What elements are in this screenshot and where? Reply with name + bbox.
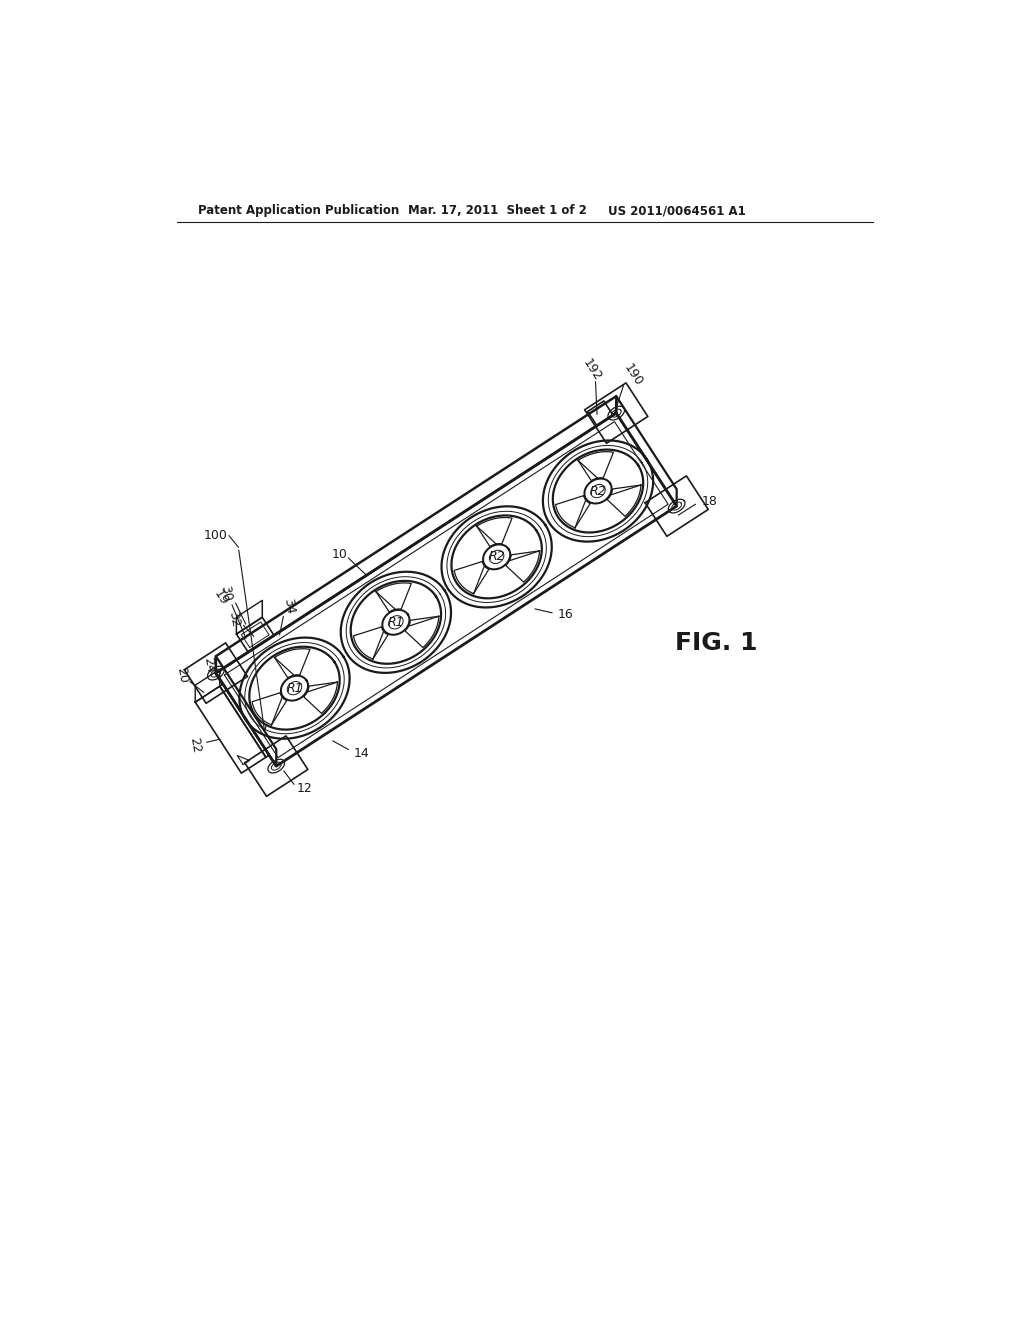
Text: 192: 192 xyxy=(580,356,603,384)
Text: R1: R1 xyxy=(286,681,303,694)
Text: 18: 18 xyxy=(701,495,717,508)
Text: R1: R1 xyxy=(387,616,404,628)
Text: 100: 100 xyxy=(204,529,227,543)
Text: 10: 10 xyxy=(332,548,347,561)
Text: 20: 20 xyxy=(174,667,190,685)
Text: 16: 16 xyxy=(558,607,573,620)
Text: 190: 190 xyxy=(621,362,645,388)
Text: 32: 32 xyxy=(226,610,242,628)
Text: R2: R2 xyxy=(488,550,505,564)
Text: 30: 30 xyxy=(218,585,233,602)
Text: 34: 34 xyxy=(281,598,297,615)
Text: 22: 22 xyxy=(187,737,203,754)
Text: 19: 19 xyxy=(211,587,230,607)
Text: US 2011/0064561 A1: US 2011/0064561 A1 xyxy=(608,205,745,218)
Text: 24: 24 xyxy=(202,656,217,675)
Text: 14: 14 xyxy=(353,747,370,760)
Text: FIG. 1: FIG. 1 xyxy=(675,631,757,656)
Text: 12: 12 xyxy=(297,783,312,795)
Text: Mar. 17, 2011  Sheet 1 of 2: Mar. 17, 2011 Sheet 1 of 2 xyxy=(408,205,587,218)
Text: Patent Application Publication: Patent Application Publication xyxy=(199,205,399,218)
Text: R2: R2 xyxy=(590,484,606,498)
